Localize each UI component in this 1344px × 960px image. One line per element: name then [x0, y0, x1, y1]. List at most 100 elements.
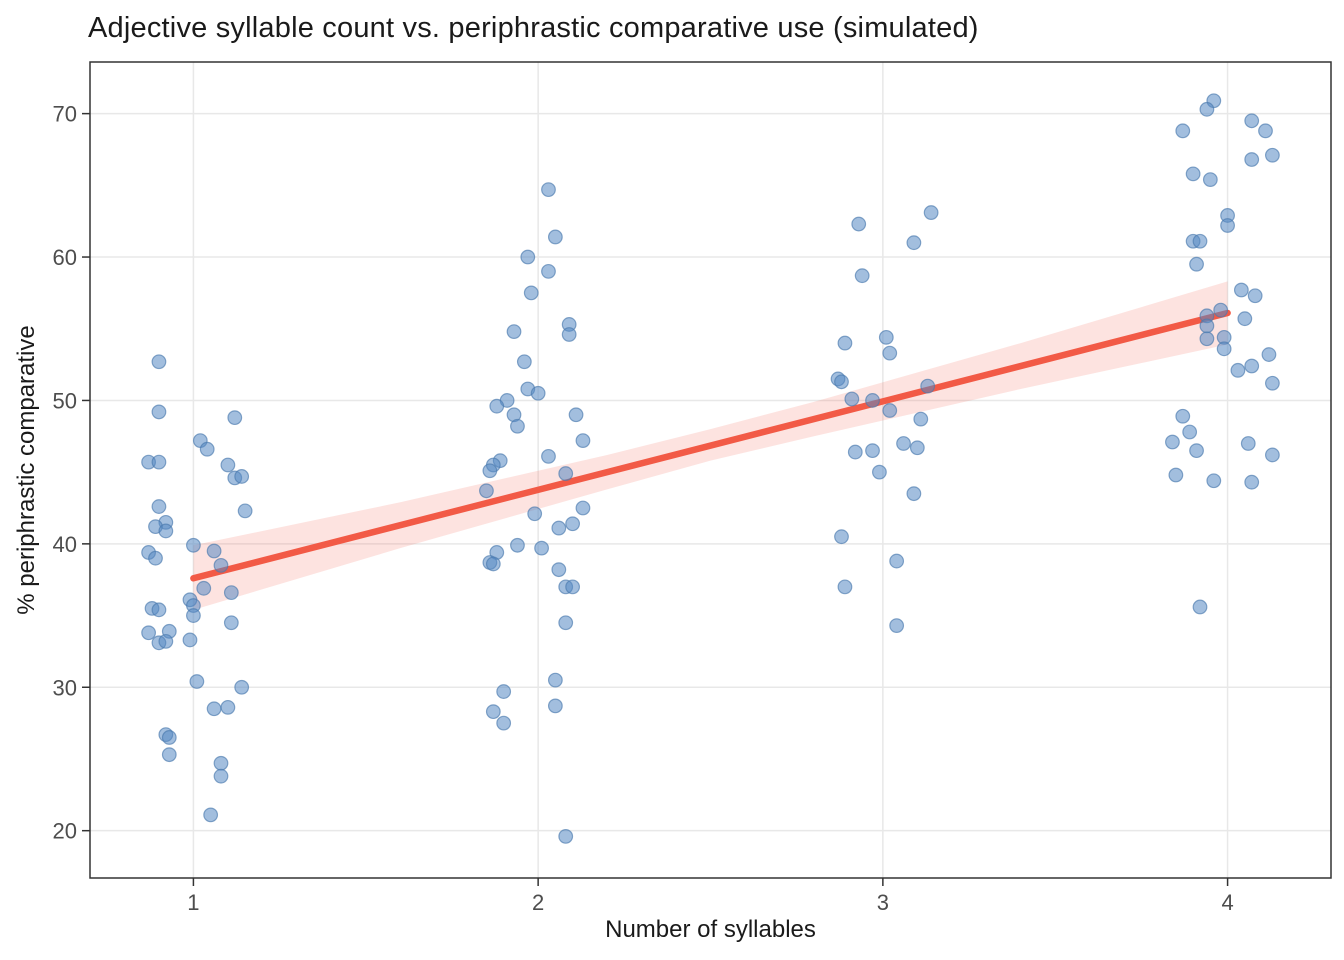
data-point [837, 579, 853, 595]
data-point [878, 329, 894, 345]
data-point [1175, 408, 1191, 424]
data-point [1244, 113, 1260, 129]
data-point [151, 454, 167, 470]
data-point [558, 615, 574, 631]
data-point [485, 556, 501, 572]
data-point [541, 448, 556, 464]
data-point [196, 580, 212, 596]
panel-border [89, 61, 1332, 879]
data-point [1199, 101, 1215, 117]
data-point [568, 407, 584, 423]
data-point [1192, 599, 1208, 615]
y-tick-label: 70 [53, 102, 77, 127]
data-point [1199, 331, 1215, 347]
data-point [854, 268, 870, 284]
data-point [510, 537, 525, 553]
data-point [1175, 123, 1191, 139]
data-point [1244, 474, 1260, 490]
data-point [141, 625, 157, 641]
data-point [1216, 341, 1232, 357]
data-point [213, 768, 229, 784]
data-point [1244, 152, 1260, 167]
data-point [558, 466, 574, 481]
data-point [547, 698, 563, 714]
data-point [151, 404, 167, 420]
data-point [485, 704, 501, 720]
data-point [516, 354, 532, 370]
data-point [496, 715, 512, 731]
data-point [834, 374, 849, 390]
data-point [551, 520, 567, 536]
data-point [551, 562, 567, 578]
data-point [565, 579, 581, 595]
data-point [889, 553, 905, 569]
data-point [206, 543, 222, 559]
data-point [1220, 218, 1235, 233]
data-point [1165, 434, 1180, 450]
data-point [489, 398, 505, 414]
data-point [837, 335, 853, 351]
data-point [1199, 318, 1215, 334]
data-point [186, 608, 201, 623]
data-point [896, 436, 911, 451]
plot-panel [90, 62, 1331, 878]
y-tick-label: 20 [53, 819, 77, 844]
data-point [186, 537, 201, 553]
data-point [182, 632, 198, 648]
data-point [1202, 172, 1218, 187]
data-point [1192, 233, 1208, 249]
data-point [151, 354, 167, 370]
data-point [1230, 362, 1246, 378]
chart-title: Adjective syllable count vs. periphrasti… [88, 12, 979, 44]
data-point [906, 486, 922, 502]
data-point [865, 393, 880, 408]
data-point [527, 506, 543, 522]
data-point [923, 205, 939, 220]
data-point [158, 523, 174, 539]
data-point [203, 807, 219, 823]
data-point [575, 500, 591, 516]
data-point [1258, 123, 1273, 139]
data-point [510, 418, 525, 434]
data-point [1264, 147, 1280, 163]
data-point [1244, 358, 1260, 374]
data-point [558, 829, 574, 844]
data-point [1185, 166, 1201, 182]
data-point [148, 550, 163, 566]
data-point [834, 529, 849, 545]
x-tick-label: 2 [532, 890, 544, 915]
data-point [920, 378, 936, 394]
data-point [1206, 473, 1222, 489]
data-point [227, 410, 243, 426]
y-tick-label: 40 [53, 532, 77, 557]
data-point [213, 557, 229, 573]
data-point [482, 463, 498, 479]
data-point [234, 469, 250, 484]
data-point [161, 730, 177, 745]
data-point [561, 327, 577, 342]
data-point [872, 464, 887, 480]
y-tick-label: 30 [53, 675, 77, 700]
data-point [223, 615, 239, 631]
data-point [844, 391, 860, 407]
data-point [1233, 282, 1249, 298]
data-point [865, 443, 880, 459]
x-tick-label: 4 [1221, 890, 1233, 915]
data-point [1213, 302, 1229, 318]
data-point [223, 585, 239, 601]
data-point [882, 345, 898, 361]
data-point [234, 679, 250, 695]
y-tick-label: 60 [53, 245, 77, 270]
data-point [889, 618, 905, 633]
y-tick-label: 50 [53, 388, 77, 413]
data-point [541, 182, 556, 198]
data-point [1247, 288, 1263, 304]
data-point [520, 249, 536, 265]
data-point [199, 441, 215, 457]
data-point [851, 216, 867, 232]
data-point [882, 403, 898, 418]
data-point [213, 755, 229, 771]
data-point [1264, 447, 1280, 463]
